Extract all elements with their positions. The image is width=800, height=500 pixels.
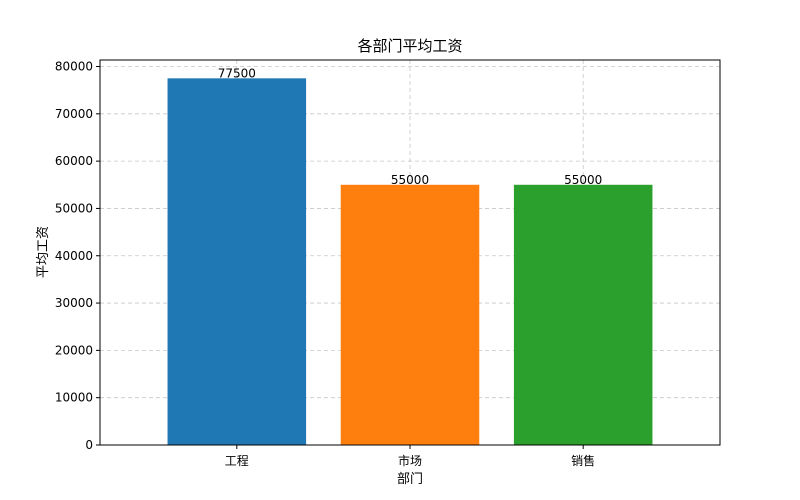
bars-layer <box>167 78 653 445</box>
y-tick-label: 80000 <box>55 60 93 74</box>
ticks-layer: 0 10000 20000 30000 40000 50000 60000 70000 8000… <box>55 60 595 468</box>
y-tick-label: 50000 <box>55 201 93 215</box>
y-axis-title: 平均工资 <box>36 226 51 278</box>
x-axis-title: 部门 <box>397 472 423 487</box>
plot-frame <box>99 59 721 446</box>
y-tick-label: 10000 <box>55 391 93 405</box>
bar <box>513 184 653 445</box>
y-tick-label: 30000 <box>55 296 93 310</box>
data-labels-layer: 77500 55000 55000 <box>218 66 603 186</box>
y-tick-label: 20000 <box>55 343 93 357</box>
bar <box>340 184 480 445</box>
y-tick-label: 40000 <box>55 249 93 263</box>
x-tick-label: 市场 <box>398 453 422 468</box>
chart-title: 各部门平均工资 <box>357 37 462 55</box>
bar-value-label: 55000 <box>391 173 429 187</box>
y-tick-label: 70000 <box>55 107 93 121</box>
bar <box>167 78 307 445</box>
x-tick-label: 销售 <box>571 453 595 468</box>
bar-value-label: 55000 <box>564 173 602 187</box>
bar-value-label: 77500 <box>218 66 256 80</box>
y-tick-label: 0 <box>85 438 93 452</box>
y-tick-label: 60000 <box>55 154 93 168</box>
x-tick-label: 工程 <box>225 453 249 468</box>
